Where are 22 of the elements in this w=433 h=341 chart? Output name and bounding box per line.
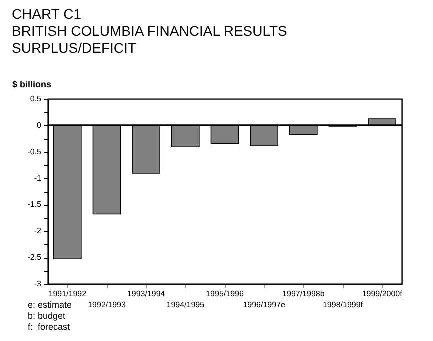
x-tick-label: 1996/1997e (243, 300, 286, 310)
y-tick-label: -0.5 (28, 147, 42, 156)
y-tick-label: -3 (34, 280, 42, 288)
text: b: budget (28, 311, 67, 322)
chart-title: CHART C1 BRITISH COLUMBIA FINANCIAL RESULTS SURPLUS/DEFICIT (12, 6, 288, 56)
y-tick-label: -2.5 (28, 253, 42, 262)
x-tick-label: 1997/1998b (282, 290, 326, 298)
x-tick-label: 1992/1993 (88, 300, 126, 310)
x-tick-label: 1993/1994 (127, 290, 166, 298)
y-tick-label: 0.5 (30, 94, 42, 104)
y-tick-label: 0 (37, 120, 42, 130)
text: f: forecast (28, 322, 72, 333)
y-tick-label: -1.5 (28, 200, 42, 210)
y-axis-title: $ billions (12, 80, 52, 90)
y-tick-label: -1 (34, 174, 42, 183)
x-tick-label: 1998/1999f (322, 300, 364, 310)
y-tick-label: -2 (34, 226, 42, 236)
x-tick-label: 1991/1992 (48, 290, 88, 298)
x-tick-label: 1995/1996 (206, 290, 244, 298)
x-tick-label: 1999/2000f (362, 290, 404, 298)
x-tick-label: 1994/1995 (166, 300, 206, 310)
text: e: estimate (28, 300, 72, 311)
